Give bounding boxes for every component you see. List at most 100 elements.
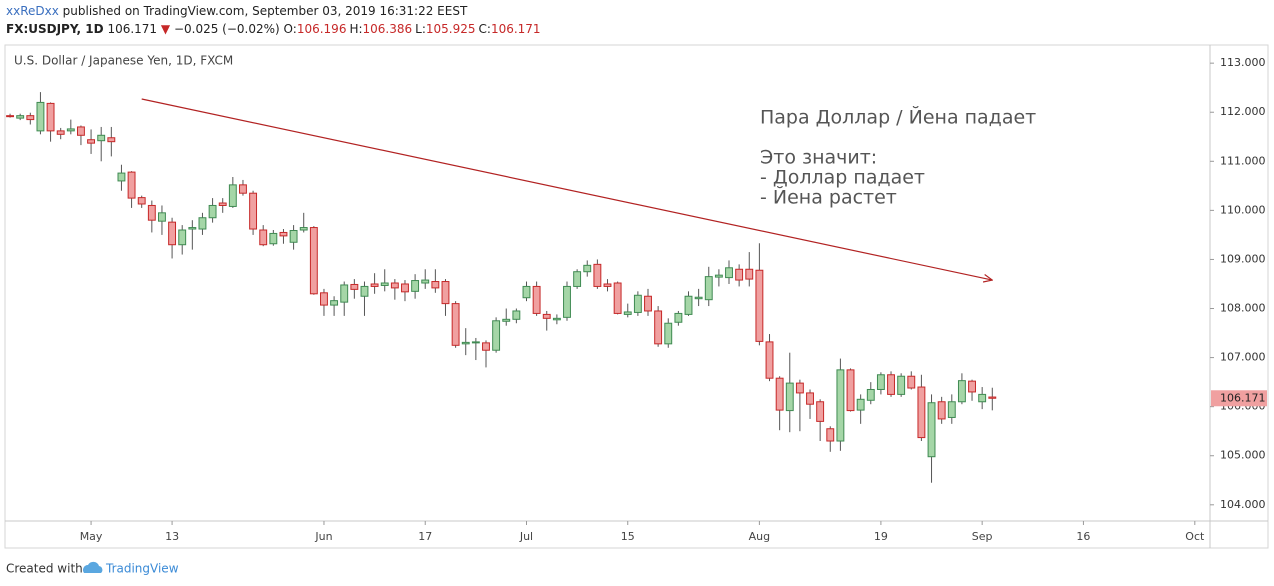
candle-body xyxy=(56,130,65,135)
candle-body xyxy=(846,369,855,412)
candle-body xyxy=(218,202,227,206)
candle-body xyxy=(674,312,683,323)
candle-body xyxy=(401,283,409,293)
candle-body xyxy=(431,281,440,289)
candle-body xyxy=(623,311,632,315)
candle-body xyxy=(360,285,369,297)
candle-body xyxy=(684,295,693,315)
header-line: xxReDxx published on TradingView.com, Se… xyxy=(6,4,467,18)
x-tick-label: Jun xyxy=(314,530,332,543)
candle-body xyxy=(927,402,936,458)
candle-body xyxy=(765,341,774,379)
x-tick-label: May xyxy=(80,530,103,543)
candle-body xyxy=(158,212,166,222)
annotation-line: - Йена растет xyxy=(760,186,897,209)
candle-body xyxy=(330,300,339,306)
candle-body xyxy=(512,310,521,320)
candle-body xyxy=(279,231,288,237)
candle-body xyxy=(826,428,835,442)
candle-body xyxy=(654,310,663,345)
candle-body xyxy=(66,128,75,132)
candle-body xyxy=(745,268,754,280)
candle-body xyxy=(340,284,349,303)
candle-body xyxy=(694,296,703,300)
candle-body xyxy=(907,375,916,389)
y-tick-label: 109.000 xyxy=(1220,252,1266,265)
published: published on TradingView.com, September … xyxy=(62,4,468,18)
candle-body xyxy=(968,380,976,393)
candle-body xyxy=(785,382,794,412)
candle-body xyxy=(208,204,217,219)
candle-body xyxy=(411,280,420,292)
y-tick-label: 108.000 xyxy=(1220,302,1266,315)
candle-body xyxy=(188,227,197,230)
ohlc-value: 105.925 xyxy=(425,22,476,36)
candle-body xyxy=(16,115,25,119)
candle-body xyxy=(249,192,258,230)
candle-body xyxy=(137,197,146,205)
change: −0.025 (−0.02%) xyxy=(173,22,280,36)
candle-body xyxy=(320,292,328,306)
ohlc-label: L: xyxy=(415,22,426,36)
candle-body xyxy=(198,217,207,230)
candle-body xyxy=(937,401,946,420)
y-tick-label: 104.000 xyxy=(1220,498,1266,511)
candle-body xyxy=(917,386,926,439)
candle-body xyxy=(704,276,713,301)
candle-body xyxy=(259,229,268,246)
x-tick-label: Jul xyxy=(519,530,533,543)
candle-body xyxy=(370,283,379,287)
candle-body xyxy=(228,184,237,207)
candle-body xyxy=(816,401,825,422)
tradingview-logo xyxy=(83,561,103,573)
candle-body xyxy=(390,282,399,289)
footer-text: Created with xyxy=(6,562,83,576)
annotation-line: Это значит: xyxy=(760,147,877,169)
x-tick-label: Sep xyxy=(972,530,993,543)
candle-body xyxy=(714,274,723,278)
candle-body xyxy=(633,294,642,313)
candle-body xyxy=(87,139,96,144)
candle-body xyxy=(593,263,602,287)
candle-body xyxy=(725,267,733,279)
annotation-line: Пара Доллар / Йена падает xyxy=(760,106,1036,129)
x-tick-label: Oct xyxy=(1185,530,1205,543)
y-tick-label: 107.000 xyxy=(1220,351,1266,364)
candle-body xyxy=(178,229,187,246)
candle-body xyxy=(239,184,247,194)
ohlc: O:106.196 H:106.386 L:105.925 C:106.171 xyxy=(284,22,544,36)
candle-body xyxy=(755,269,764,342)
candle-body xyxy=(492,320,501,351)
candle-body xyxy=(299,227,308,231)
candle-body xyxy=(856,398,865,411)
candle-body xyxy=(664,322,673,345)
price: 106.171 xyxy=(107,22,158,36)
candle-body xyxy=(978,393,987,403)
candle-body xyxy=(897,375,906,395)
candle-body xyxy=(552,317,561,321)
candle-body xyxy=(289,229,298,243)
candle-body xyxy=(309,227,318,295)
annotation: Пара Доллар / Йена падает Это значит: - … xyxy=(760,106,1036,209)
chart-frame xyxy=(4,44,1269,549)
candle-body xyxy=(887,374,895,395)
candle-body xyxy=(77,126,85,136)
candle-body xyxy=(168,221,177,246)
candle-body xyxy=(876,374,885,390)
quote-line: FX:USDJPY, 1D 106.171 ▼ −0.025 (−0.02%) … xyxy=(6,22,544,36)
x-tick-label: 15 xyxy=(621,530,635,543)
legend-title: U.S. Dollar / Japanese Yen, 1D, FXCM xyxy=(14,54,233,68)
candle-body xyxy=(482,342,490,351)
x-tick-label: 16 xyxy=(1076,530,1090,543)
candle-body xyxy=(117,172,126,182)
candle-body xyxy=(836,369,845,442)
ohlc-label: H: xyxy=(349,22,363,36)
candle-body xyxy=(107,137,116,143)
y-tick-label: 113.000 xyxy=(1220,56,1266,69)
annotation-line: - Доллар падает xyxy=(760,167,925,189)
candle-body xyxy=(421,279,430,284)
candle-body xyxy=(583,264,592,273)
candle-body xyxy=(573,271,582,287)
